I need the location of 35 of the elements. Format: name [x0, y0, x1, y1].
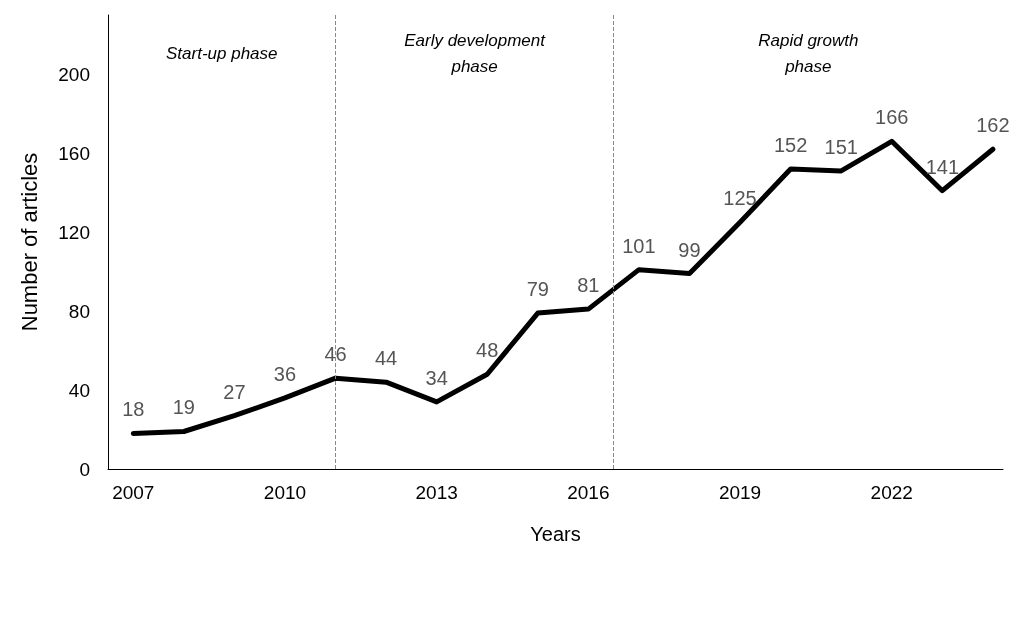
- y-tick-label: 0: [79, 458, 90, 480]
- x-tick-label: 2016: [567, 482, 610, 503]
- data-label: 152: [773, 133, 808, 156]
- data-label: 151: [824, 135, 858, 158]
- data-label: 27: [223, 380, 246, 403]
- annotation: Early development phase: [404, 30, 547, 76]
- x-tick-label: 2019: [718, 482, 762, 503]
- annotation: Rapid growth phase: [758, 30, 859, 76]
- x-tick-label: 2022: [870, 482, 913, 503]
- data-label: 141: [925, 155, 960, 178]
- data-label: 19: [172, 396, 195, 419]
- x-axis-title: Years: [530, 523, 581, 545]
- y-tick-label: 200: [58, 63, 90, 85]
- annotation: Start-up phase: [166, 43, 278, 63]
- data-label: 79: [526, 278, 549, 301]
- data-label: 99: [678, 238, 701, 261]
- data-label: 162: [976, 114, 1010, 137]
- data-label: 34: [425, 366, 448, 389]
- data-label: 18: [122, 398, 145, 421]
- data-label: 125: [723, 187, 757, 210]
- data-label: 166: [875, 106, 909, 129]
- data-label: 81: [577, 274, 600, 297]
- y-axis-title: Number of articles: [16, 152, 42, 332]
- x-tick-label: 2007: [112, 482, 155, 503]
- x-tick-label: 2013: [415, 482, 458, 503]
- y-tick-label: 160: [58, 142, 90, 164]
- data-label: 44: [374, 347, 398, 370]
- data-label: 46: [324, 343, 347, 366]
- data-label: 48: [476, 339, 499, 362]
- data-label: 36: [273, 362, 297, 385]
- y-tick-label: 120: [58, 221, 90, 243]
- x-tick-label: 2010: [263, 482, 307, 503]
- y-tick-label: 80: [68, 300, 90, 322]
- y-tick-label: 40: [68, 379, 90, 401]
- data-label: 101: [622, 234, 656, 257]
